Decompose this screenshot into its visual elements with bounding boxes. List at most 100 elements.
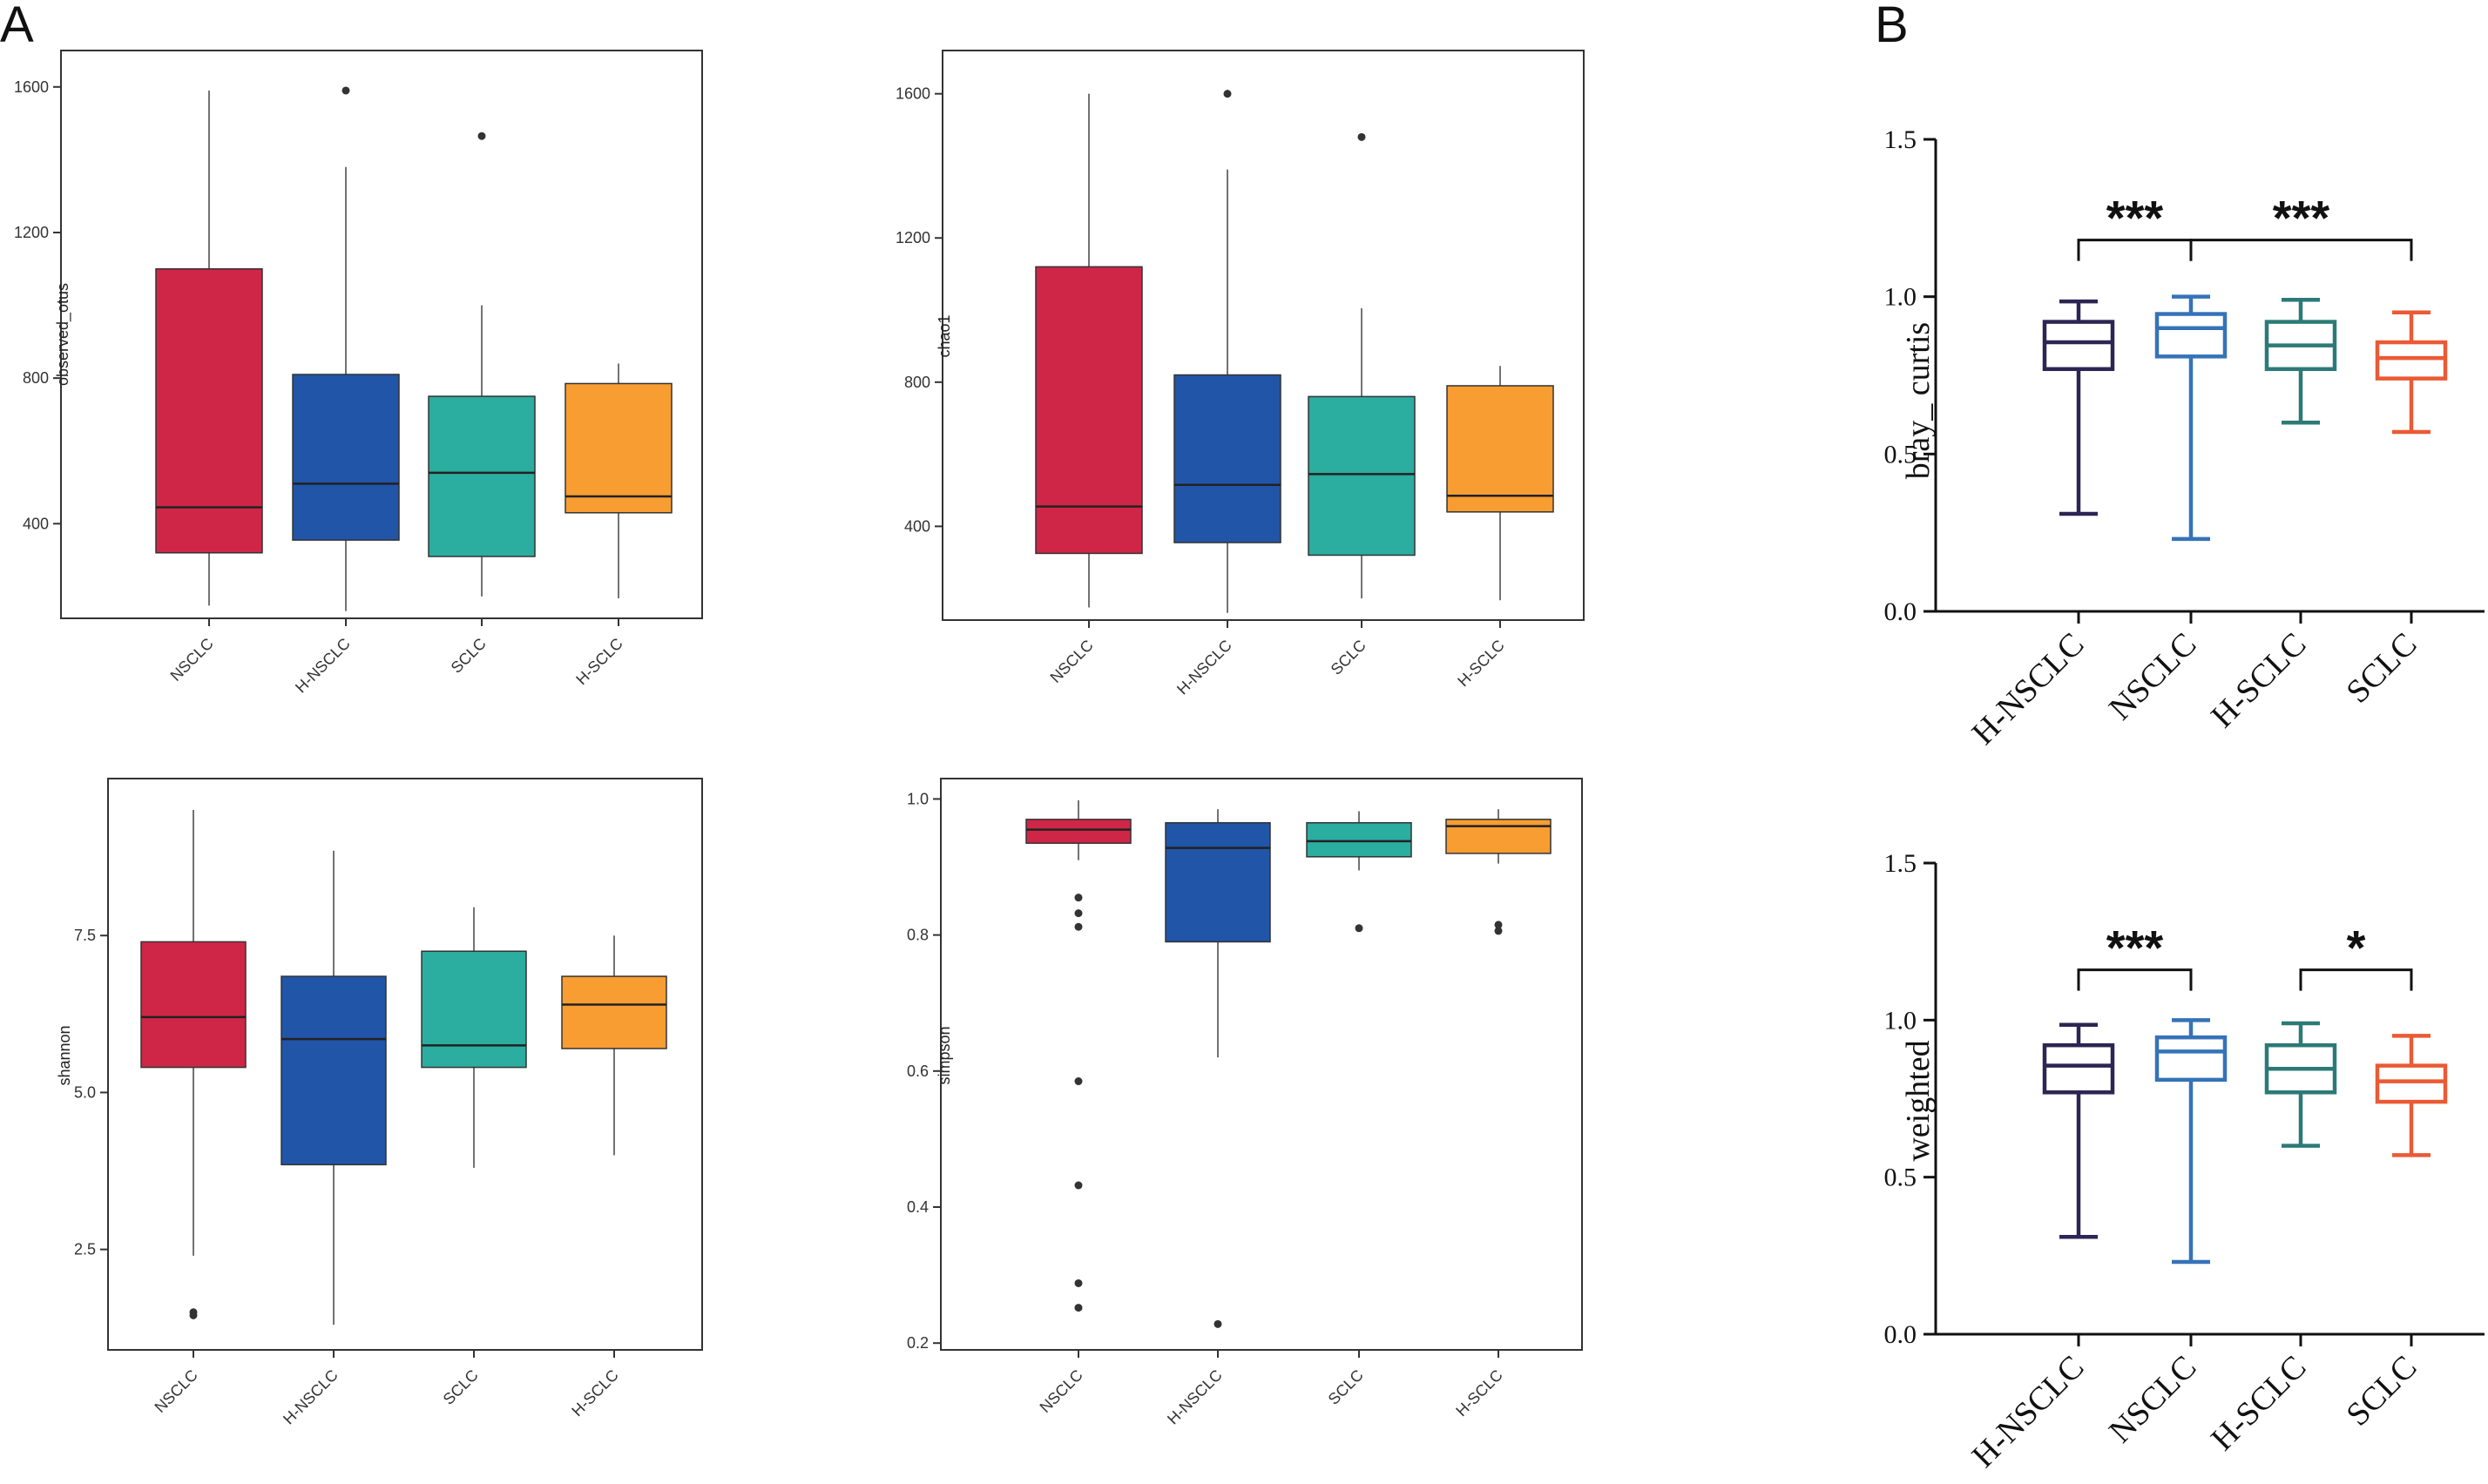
plot-chao1: 400 800 1200 1600 chao1 NSCLC H-NSCLC SCLC H-SCL…	[896, 50, 1585, 698]
box-body	[2375, 340, 2448, 381]
y-tick-label: 0.0	[1884, 1320, 1917, 1349]
y-tick-label: 5.0	[74, 1083, 96, 1101]
box-body	[155, 268, 263, 554]
y-tick-label: 0.8	[907, 927, 929, 944]
y-tick-label: 0.6	[907, 1062, 929, 1080]
box-H-NSCLC	[2042, 299, 2115, 516]
y-tick-label: 0.4	[907, 1198, 929, 1216]
panel-label-b: B	[1875, 0, 1909, 53]
x-tick-label: H-NSCLC	[1965, 1349, 2092, 1475]
x-tick-label: H-SCLC	[2204, 1349, 2313, 1458]
outlier-point	[1357, 132, 1366, 141]
significance-label: ***	[2273, 191, 2330, 246]
outlier-point	[1074, 909, 1083, 918]
plot-shannon: 2.5 5.0 7.5 shannon NSCLC H-NSCLC SCLC H-SCLC	[56, 778, 703, 1428]
y-tick-label: 1200	[14, 224, 49, 241]
box-NSCLC	[1025, 799, 1132, 1312]
outlier-point	[1074, 1181, 1083, 1190]
x-tick-label: NSCLC	[1037, 1366, 1086, 1416]
x-tick-label: NSCLC	[1047, 637, 1097, 686]
outlier-point	[1214, 1319, 1222, 1328]
box-body	[1025, 819, 1132, 844]
y-tick-label: 1.5	[1884, 849, 1917, 878]
box-body	[1308, 395, 1416, 556]
y-tick-label: 1600	[896, 85, 930, 103]
box-body	[1306, 822, 1412, 858]
box-body	[561, 975, 667, 1049]
outlier-point	[1074, 1278, 1083, 1287]
plot-frame	[942, 50, 1585, 621]
x-tick-label: H-SCLC	[572, 635, 626, 689]
y-tick-label: 0.2	[907, 1334, 929, 1352]
plot-frame	[940, 778, 1583, 1351]
x-tick-label: H-SCLC	[2204, 626, 2313, 735]
y-tick-label: 0.0	[1884, 597, 1917, 626]
x-tick-label: NSCLC	[2102, 626, 2203, 727]
y-tick-label: 0.5	[1884, 440, 1917, 469]
box-body	[1173, 374, 1281, 543]
plot-frame	[60, 50, 703, 619]
outlier-point	[1074, 922, 1083, 931]
outlier-point	[1074, 894, 1083, 902]
y-tick-label: 1200	[896, 229, 930, 246]
box-SCLC	[1306, 811, 1412, 933]
outlier-point	[1074, 1077, 1083, 1086]
y-tick-label: 800	[23, 369, 49, 387]
x-tick-label: H-NSCLC	[280, 1366, 341, 1428]
x-tick-label: SCLC	[448, 635, 490, 677]
plot-bray_curtis: 0.0 0.5 1.0 1.5 bray_ curtis H-NSCLC NSCLC H-SC…	[1884, 125, 2485, 752]
box-body	[1165, 822, 1271, 943]
x-tick-label: SCLC	[2339, 626, 2424, 711]
plot-weighted: 0.0 0.5 1.0 1.5 weighted H-NSCLC NSCLC H-SCLC SC…	[1884, 849, 2485, 1474]
x-tick-label: H-NSCLC	[1164, 1366, 1226, 1428]
outlier-point	[189, 1308, 198, 1317]
y-tick-label: 0.5	[1884, 1164, 1917, 1192]
box-SCLC	[428, 132, 536, 597]
outlier-point	[1494, 921, 1503, 929]
x-tick-label: H-SCLC	[1454, 637, 1508, 691]
significance-bracket	[2299, 968, 2413, 991]
x-tick-label: SCLC	[2339, 1349, 2424, 1433]
box-body	[281, 975, 387, 1166]
x-tick-label: H-NSCLC	[1173, 637, 1235, 698]
box-body	[1445, 819, 1552, 854]
box-body	[565, 382, 673, 514]
significance-bracket	[2189, 239, 2413, 261]
box-NSCLC	[2154, 294, 2228, 542]
box-SCLC	[421, 907, 527, 1168]
box-H-NSCLC	[281, 850, 387, 1325]
significance-label: ***	[2106, 191, 2164, 246]
box-body	[2154, 312, 2228, 359]
y-axis-label: simpson	[936, 1026, 953, 1084]
box-H-NSCLC	[2042, 1022, 2115, 1239]
box-H-SCLC	[2264, 298, 2337, 425]
plot-frame	[107, 778, 703, 1351]
box-NSCLC	[2154, 1018, 2228, 1265]
box-SCLC	[2375, 310, 2448, 435]
y-tick-label: 400	[904, 517, 930, 535]
y-axis-label: observed_otus	[54, 283, 72, 386]
y-tick-label: 1.0	[1884, 1006, 1917, 1035]
box-body	[2042, 320, 2115, 372]
x-tick-label: H-NSCLC	[1965, 626, 2092, 752]
x-tick-label: H-SCLC	[568, 1366, 622, 1420]
box-body	[2154, 1035, 2228, 1083]
outlier-point	[1355, 924, 1363, 933]
x-tick-label: NSCLC	[167, 635, 217, 685]
box-body	[428, 395, 536, 557]
outlier-point	[1074, 1304, 1083, 1312]
plot-simpson: 0.2 0.4 0.6 0.8 1.0 simpson NSCLC H-NSCLC SCLC H-…	[907, 778, 1583, 1428]
box-NSCLC	[155, 90, 263, 606]
x-tick-label: H-SCLC	[1452, 1366, 1506, 1420]
x-tick-label: NSCLC	[152, 1366, 201, 1416]
plot-observed_otus: 400 800 1200 1600 observed_otus NSCLC H-NSCLC S…	[14, 50, 703, 696]
box-body	[2375, 1063, 2448, 1104]
box-body	[2042, 1042, 2115, 1095]
box-H-NSCLC	[1165, 809, 1271, 1328]
y-tick-label: 1.0	[1884, 283, 1917, 312]
box-H-SCLC	[561, 935, 667, 1156]
box-body	[140, 941, 247, 1069]
x-tick-label: SCLC	[1325, 1366, 1367, 1408]
outlier-point	[477, 132, 486, 140]
